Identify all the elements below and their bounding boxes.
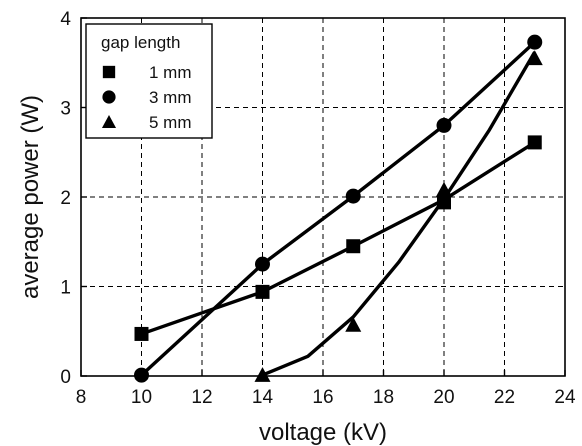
legend-label-5-mm: 5 mm xyxy=(149,113,192,132)
x-axis-label: voltage (kV) xyxy=(259,419,387,446)
legend-items: 1 mm 3 mm 5 mm xyxy=(101,63,192,132)
legend-title: gap length xyxy=(101,33,180,52)
data-point-3-mm xyxy=(436,117,452,133)
data-point-1-mm xyxy=(255,284,270,299)
data-point-5-mm xyxy=(345,316,362,332)
y-tick-label: 3 xyxy=(60,99,71,120)
x-tick-label: 14 xyxy=(252,387,274,408)
data-point-3-mm xyxy=(255,256,270,272)
legend-marker-3-mm xyxy=(102,90,116,104)
data-point-1-mm xyxy=(437,195,451,210)
y-tick-label: 4 xyxy=(60,9,71,30)
data-point-5-mm xyxy=(526,50,543,66)
x-tick-label: 24 xyxy=(554,387,576,408)
legend-marker-1-mm xyxy=(102,65,116,79)
x-tick-label: 16 xyxy=(312,387,333,408)
data-point-1-mm xyxy=(346,239,361,254)
data-point-1-mm xyxy=(527,135,542,150)
data-points xyxy=(134,34,543,383)
x-tick-label: 18 xyxy=(373,387,394,408)
legend: gap length 1 mm 3 mm 5 mm xyxy=(85,23,213,139)
legend-marker-5-mm xyxy=(101,114,117,128)
data-point-3-mm xyxy=(345,188,361,204)
data-point-5-mm xyxy=(436,181,452,197)
x-tick-label: 12 xyxy=(191,387,212,408)
y-tick-label: 0 xyxy=(60,367,71,388)
data-point-3-mm xyxy=(527,34,543,50)
y-tick-label: 2 xyxy=(60,188,71,209)
x-tick-label: 22 xyxy=(494,387,515,408)
grid-lines xyxy=(81,18,565,376)
y-tick-label: 1 xyxy=(60,278,71,299)
data-point-1-mm xyxy=(134,326,149,341)
x-tick-label: 10 xyxy=(131,387,152,408)
x-tick-label: 20 xyxy=(433,387,454,408)
fit-line-5-mm xyxy=(261,51,537,377)
x-tick-label: 8 xyxy=(76,387,87,408)
legend-label-3-mm: 3 mm xyxy=(149,88,192,107)
legend-label-1-mm: 1 mm xyxy=(149,63,192,82)
y-axis-label: average power (W) xyxy=(17,95,44,299)
